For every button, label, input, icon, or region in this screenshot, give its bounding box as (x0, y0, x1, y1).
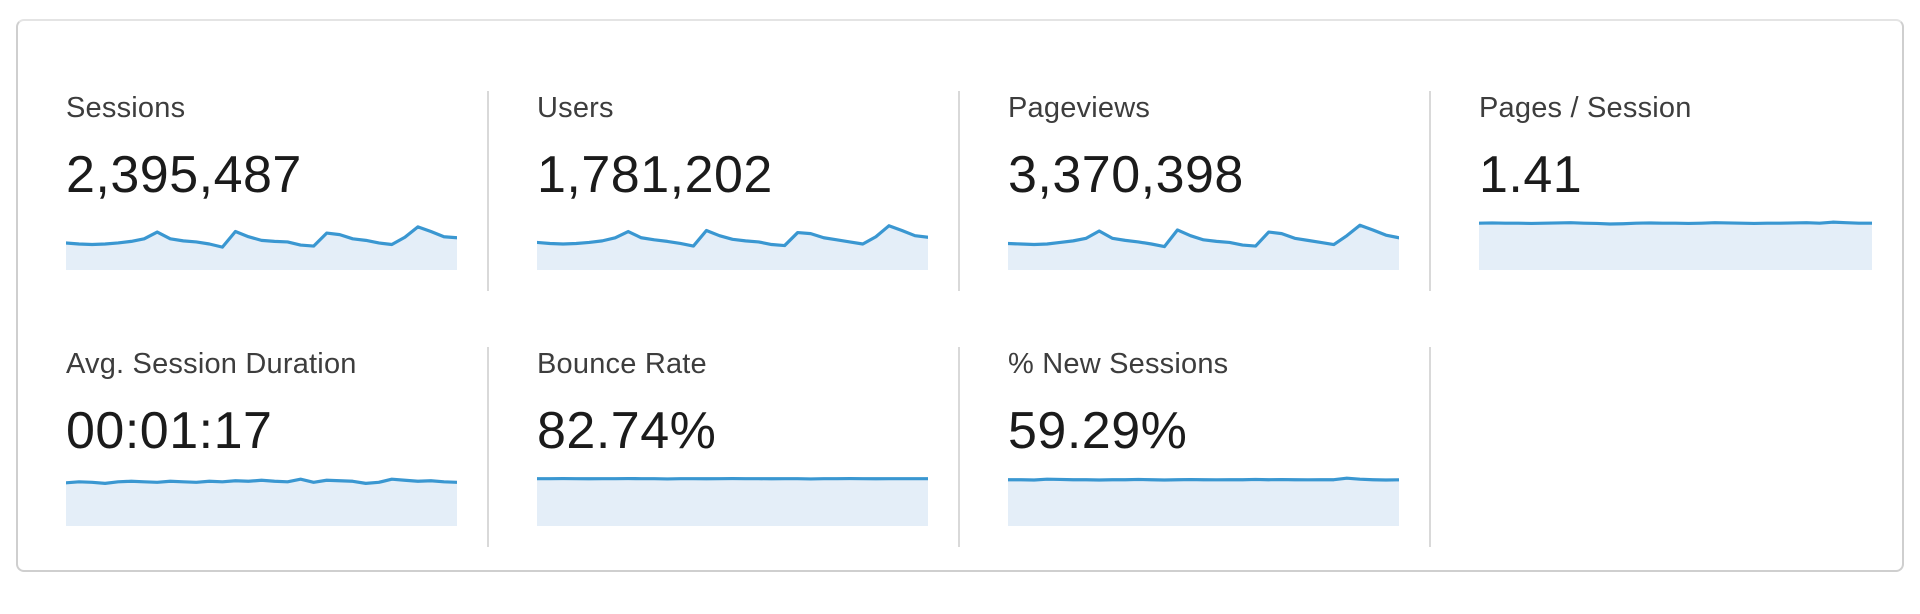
metric-value: 82.74% (537, 402, 717, 460)
metric-value: 00:01:17 (66, 402, 273, 460)
metric-tile-avg-session-duration[interactable]: Avg. Session Duration 00:01:17 (18, 347, 489, 547)
new-sessions-sparkline-chart (1008, 474, 1399, 526)
bounce-rate-sparkline-chart (537, 474, 928, 526)
metric-label: Sessions (66, 92, 186, 124)
empty-metric-slot (1431, 347, 1902, 547)
sessions-sparkline-chart (66, 218, 457, 270)
metric-tile-pages-per-session[interactable]: Pages / Session 1.41 (1431, 91, 1902, 291)
card-drop-shadow (6, 572, 1901, 592)
pages-per-session-sparkline-chart (1479, 218, 1872, 270)
metric-tile-pageviews[interactable]: Pageviews 3,370,398 (960, 91, 1431, 291)
metrics-row-1: Sessions 2,395,487 Users 1,781,202 Pagev… (18, 91, 1902, 291)
metric-value: 2,395,487 (66, 146, 302, 204)
metric-label: Pageviews (1008, 92, 1151, 124)
metric-label: Pages / Session (1479, 92, 1692, 124)
metrics-row-2: Avg. Session Duration 00:01:17 Bounce Ra… (18, 347, 1902, 547)
metric-label: Avg. Session Duration (66, 348, 357, 380)
metric-label: % New Sessions (1008, 348, 1229, 380)
users-sparkline-chart (537, 218, 928, 270)
metric-tile-sessions[interactable]: Sessions 2,395,487 (18, 91, 489, 291)
metrics-card: Sessions 2,395,487 Users 1,781,202 Pagev… (16, 19, 1904, 572)
metric-tile-bounce-rate[interactable]: Bounce Rate 82.74% (489, 347, 960, 547)
metric-label: Users (537, 92, 614, 124)
metric-value: 1.41 (1479, 146, 1583, 204)
metric-value: 3,370,398 (1008, 146, 1244, 204)
pageviews-sparkline-chart (1008, 218, 1399, 270)
metric-value: 1,781,202 (537, 146, 773, 204)
avg-session-duration-sparkline-chart (66, 474, 457, 526)
metric-label: Bounce Rate (537, 348, 707, 380)
metric-value: 59.29% (1008, 402, 1188, 460)
metric-tile-new-sessions[interactable]: % New Sessions 59.29% (960, 347, 1431, 547)
metric-tile-users[interactable]: Users 1,781,202 (489, 91, 960, 291)
